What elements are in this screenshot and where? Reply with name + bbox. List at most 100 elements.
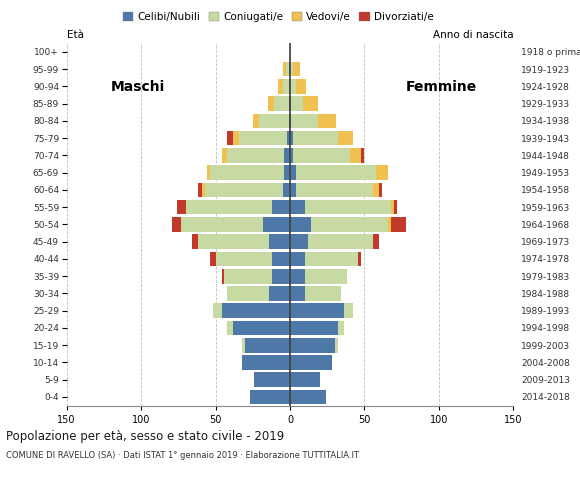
Bar bbox=[287, 131, 290, 145]
Bar bbox=[285, 62, 288, 76]
Bar bbox=[305, 286, 340, 301]
Bar bbox=[186, 200, 272, 215]
Bar bbox=[388, 217, 392, 232]
Bar bbox=[290, 200, 305, 215]
Bar bbox=[288, 96, 290, 111]
Bar bbox=[394, 200, 397, 215]
Bar bbox=[272, 200, 290, 215]
Bar bbox=[290, 286, 305, 301]
Bar bbox=[392, 217, 406, 232]
Text: Maschi: Maschi bbox=[111, 80, 165, 94]
Bar bbox=[254, 372, 290, 387]
Bar bbox=[374, 234, 379, 249]
Bar bbox=[296, 79, 306, 94]
Bar bbox=[227, 286, 269, 301]
Bar bbox=[206, 165, 209, 180]
Bar bbox=[376, 165, 388, 180]
Bar bbox=[192, 234, 198, 249]
Bar bbox=[209, 252, 216, 266]
Bar bbox=[245, 338, 290, 352]
Bar bbox=[296, 165, 376, 180]
Bar bbox=[358, 252, 361, 266]
Bar bbox=[222, 148, 227, 163]
Bar bbox=[272, 269, 290, 284]
Bar bbox=[282, 62, 285, 76]
Bar bbox=[290, 148, 293, 163]
Bar bbox=[338, 131, 353, 145]
Bar bbox=[311, 217, 388, 232]
Bar bbox=[272, 252, 290, 266]
Bar bbox=[343, 303, 353, 318]
Bar bbox=[282, 182, 290, 197]
Bar bbox=[290, 252, 305, 266]
Bar bbox=[222, 269, 224, 284]
Bar bbox=[335, 338, 338, 352]
Bar bbox=[318, 114, 336, 128]
Bar bbox=[282, 79, 288, 94]
Bar bbox=[288, 79, 290, 94]
Bar bbox=[290, 165, 296, 180]
Bar bbox=[293, 148, 350, 163]
Bar bbox=[338, 321, 343, 335]
Bar bbox=[242, 355, 290, 370]
Text: Anno di nascita: Anno di nascita bbox=[433, 30, 513, 39]
Bar bbox=[290, 79, 296, 94]
Text: COMUNE DI RAVELLO (SA) · Dati ISTAT 1° gennaio 2019 · Elaborazione TUTTITALIA.IT: COMUNE DI RAVELLO (SA) · Dati ISTAT 1° g… bbox=[6, 451, 359, 460]
Bar bbox=[290, 114, 292, 128]
Bar bbox=[253, 114, 259, 128]
Bar bbox=[290, 355, 332, 370]
Bar bbox=[224, 269, 272, 284]
Bar bbox=[284, 165, 290, 180]
Bar bbox=[269, 234, 290, 249]
Bar bbox=[290, 269, 305, 284]
Bar bbox=[296, 182, 374, 197]
Bar bbox=[305, 252, 358, 266]
Bar bbox=[290, 96, 292, 111]
Bar bbox=[293, 62, 300, 76]
Bar bbox=[290, 372, 320, 387]
Bar bbox=[198, 234, 269, 249]
Bar bbox=[233, 321, 290, 335]
Bar bbox=[288, 114, 290, 128]
Bar bbox=[233, 131, 240, 145]
Bar bbox=[290, 321, 338, 335]
Bar bbox=[374, 182, 379, 197]
Bar bbox=[293, 131, 338, 145]
Bar bbox=[222, 303, 290, 318]
Bar bbox=[305, 269, 347, 284]
Bar bbox=[290, 303, 343, 318]
Bar bbox=[308, 234, 374, 249]
Bar bbox=[290, 62, 293, 76]
Bar bbox=[198, 182, 202, 197]
Bar bbox=[227, 131, 233, 145]
Bar bbox=[305, 200, 392, 215]
Bar bbox=[227, 321, 233, 335]
Bar bbox=[303, 96, 318, 111]
Bar bbox=[205, 182, 282, 197]
Legend: Celibi/Nubili, Coniugati/e, Vedovi/e, Divorziati/e: Celibi/Nubili, Coniugati/e, Vedovi/e, Di… bbox=[119, 8, 438, 26]
Bar bbox=[379, 182, 382, 197]
Bar bbox=[242, 338, 245, 352]
Bar bbox=[292, 114, 318, 128]
Bar bbox=[268, 96, 274, 111]
Bar bbox=[259, 114, 288, 128]
Bar bbox=[290, 182, 296, 197]
Bar bbox=[182, 217, 263, 232]
Bar bbox=[263, 217, 290, 232]
Text: Femmine: Femmine bbox=[406, 80, 477, 94]
Bar bbox=[202, 182, 205, 197]
Bar bbox=[216, 252, 272, 266]
Bar bbox=[292, 96, 303, 111]
Bar bbox=[250, 390, 290, 404]
Bar bbox=[290, 131, 293, 145]
Bar bbox=[290, 338, 335, 352]
Bar bbox=[288, 62, 290, 76]
Text: Età: Età bbox=[67, 30, 84, 39]
Bar bbox=[177, 200, 186, 215]
Bar bbox=[290, 217, 311, 232]
Bar bbox=[227, 148, 284, 163]
Bar bbox=[284, 148, 290, 163]
Bar bbox=[290, 390, 326, 404]
Bar bbox=[392, 200, 394, 215]
Bar bbox=[350, 148, 361, 163]
